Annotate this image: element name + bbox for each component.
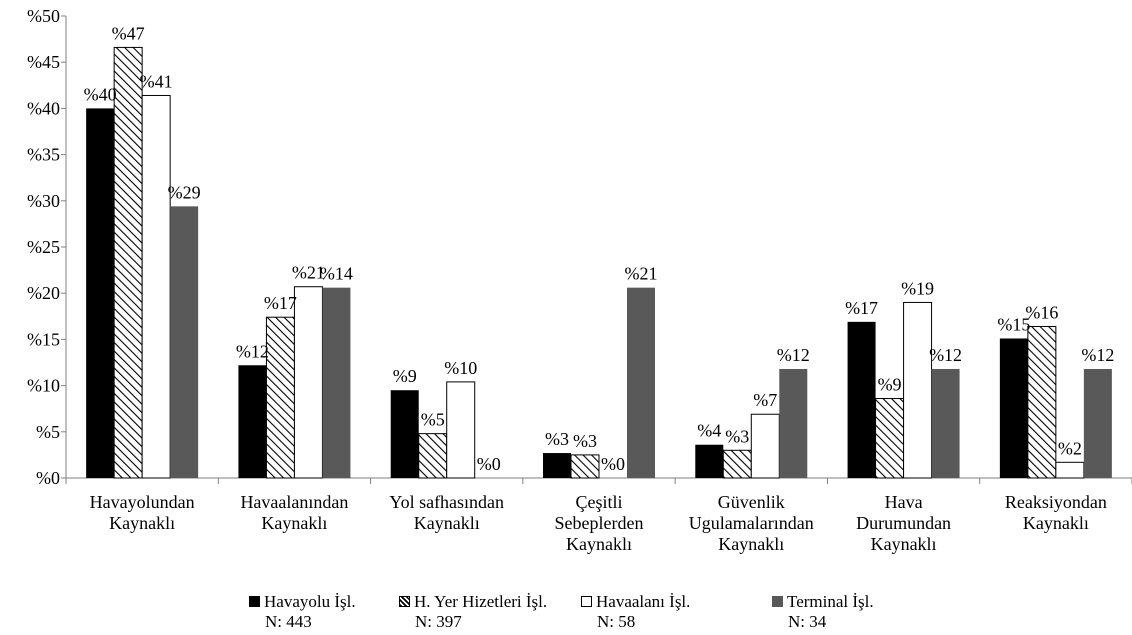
bar-value-label: %5: [421, 410, 445, 430]
legend: Havayolu İşl. N: 443 H. Yer Hizetleri İşl.…: [0, 592, 1132, 635]
bar: [779, 368, 808, 478]
bar-value-label: %17: [264, 293, 297, 313]
bar-value-label: %0: [601, 454, 625, 474]
bar-value-label: %3: [725, 426, 749, 446]
legend-label: Havayolu İşl.: [264, 592, 356, 611]
y-tick-label: %30: [27, 191, 60, 211]
bar: [1083, 368, 1112, 478]
bar-value-label: %7: [753, 390, 777, 410]
x-category-label: Güvenlik Ugulamalarından Kaynaklı: [689, 492, 814, 554]
legend-item: H. Yer Hizetleri İşl. N: 397: [399, 592, 547, 632]
y-tick-label: %35: [27, 145, 60, 165]
bar: [446, 381, 476, 479]
bar-value-label: %19: [901, 278, 934, 298]
bar-value-label: %41: [140, 71, 173, 91]
bar-labels-group: %40%47%41%29%12%17%21%14%9%5%10%0%3 %3%0%…: [84, 23, 1115, 474]
y-tick-label: %25: [27, 237, 60, 257]
bar-value-label: %29: [168, 182, 201, 202]
legend-item: Havayolu İşl. N: 443: [249, 592, 356, 632]
legend-swatch: [581, 596, 592, 607]
legend-swatch: [249, 596, 260, 607]
bar-value-label: %4: [697, 421, 721, 441]
legend-item: Havaalanı İşl. N: 58: [581, 592, 690, 632]
bar: [570, 454, 600, 479]
x-category-label: Havayolundan Kaynaklı: [90, 492, 195, 533]
bar-value-label: %14: [320, 264, 353, 284]
bar: [238, 365, 267, 478]
x-axis: Havayolundan Kaynaklı Havaalanından Kaynakl…: [65, 477, 1132, 554]
bar: [86, 108, 115, 479]
bar-value-label: %9: [393, 366, 417, 386]
bar-value-label: %17: [845, 298, 878, 318]
bar-value-label: %3: [573, 431, 597, 451]
y-tick-label: %45: [27, 52, 60, 72]
bar: [418, 433, 448, 479]
y-tick-label: %15: [27, 329, 60, 349]
bar-value-label: %2: [1058, 438, 1082, 458]
y-tick-label: %5: [36, 422, 60, 442]
bar: [113, 46, 143, 479]
bar: [722, 449, 752, 479]
bar: [390, 390, 419, 478]
legend-count: N: 443: [265, 612, 312, 631]
bar-value-label: %3: [545, 429, 569, 449]
y-tick-label: %0: [36, 468, 60, 488]
legend-count: N: 34: [788, 612, 827, 631]
bar: [141, 94, 171, 479]
y-tick-label: %50: [27, 6, 60, 26]
legend-label: H. Yer Hizetleri İşl.: [414, 592, 548, 611]
bar: [293, 286, 323, 479]
legend-swatch: [772, 596, 783, 607]
legend-label: Havaalanı İşl.: [596, 592, 691, 611]
bar-value-label: %12: [1081, 345, 1114, 365]
y-tick-label: %10: [27, 376, 60, 396]
x-category-label: Çeşitli Sebeplerden Kaynaklı: [555, 492, 644, 554]
legend-item: Terminal İşl. N: 34: [772, 592, 874, 632]
bar-value-label: %12: [929, 345, 962, 365]
legend-count: N: 397: [415, 612, 462, 631]
x-category-label: Reaksiyondan Kaynaklı: [1005, 492, 1107, 533]
bar: [847, 321, 876, 478]
bar-value-label: %0: [477, 454, 501, 474]
bar: [999, 338, 1028, 478]
x-category-label: Hava Durumundan Kaynaklı: [856, 492, 951, 554]
bar-value-label: %12: [777, 345, 810, 365]
bar: [875, 398, 905, 479]
bar-value-label: %15: [997, 314, 1030, 334]
bar: [322, 287, 351, 478]
bar: [627, 287, 655, 478]
legend-count: N: 58: [597, 612, 636, 631]
bar-value-label: %47: [112, 23, 145, 43]
bar: [695, 444, 724, 478]
bar: [931, 368, 960, 478]
y-axis: %0 %5 %10 %15 %20 %25 %30 %35 %40 %45 %50: [27, 6, 67, 488]
legend-swatch: [399, 596, 410, 607]
bar: [903, 301, 933, 479]
y-tick-label: %20: [27, 283, 60, 303]
bar: [170, 206, 199, 478]
bar-value-label: %10: [444, 358, 477, 378]
bar: [1055, 461, 1085, 479]
bar: [750, 413, 780, 479]
y-tick-label: %40: [27, 98, 60, 118]
bar-value-label: %9: [878, 375, 902, 395]
bar-value-label: %40: [84, 84, 117, 104]
bar-value-label: %16: [1025, 302, 1058, 322]
bar-value-label: %21: [292, 263, 325, 283]
bar: [265, 316, 295, 479]
bar-value-label: %21: [625, 264, 658, 284]
x-category-label: Havaalanından Kaynaklı: [240, 492, 348, 533]
legend-label: Terminal İşl.: [787, 592, 874, 611]
bar: [1027, 325, 1057, 479]
bar: [543, 453, 571, 478]
bars-group: [86, 46, 1112, 479]
x-category-label: Yol safhasından Kaynaklı: [389, 492, 504, 533]
bar-value-label: %12: [236, 341, 269, 361]
chart-canvas: %0 %5 %10 %15 %20 %25 %30 %35 %40 %45 %50 Havayolu…: [27, 6, 1132, 554]
